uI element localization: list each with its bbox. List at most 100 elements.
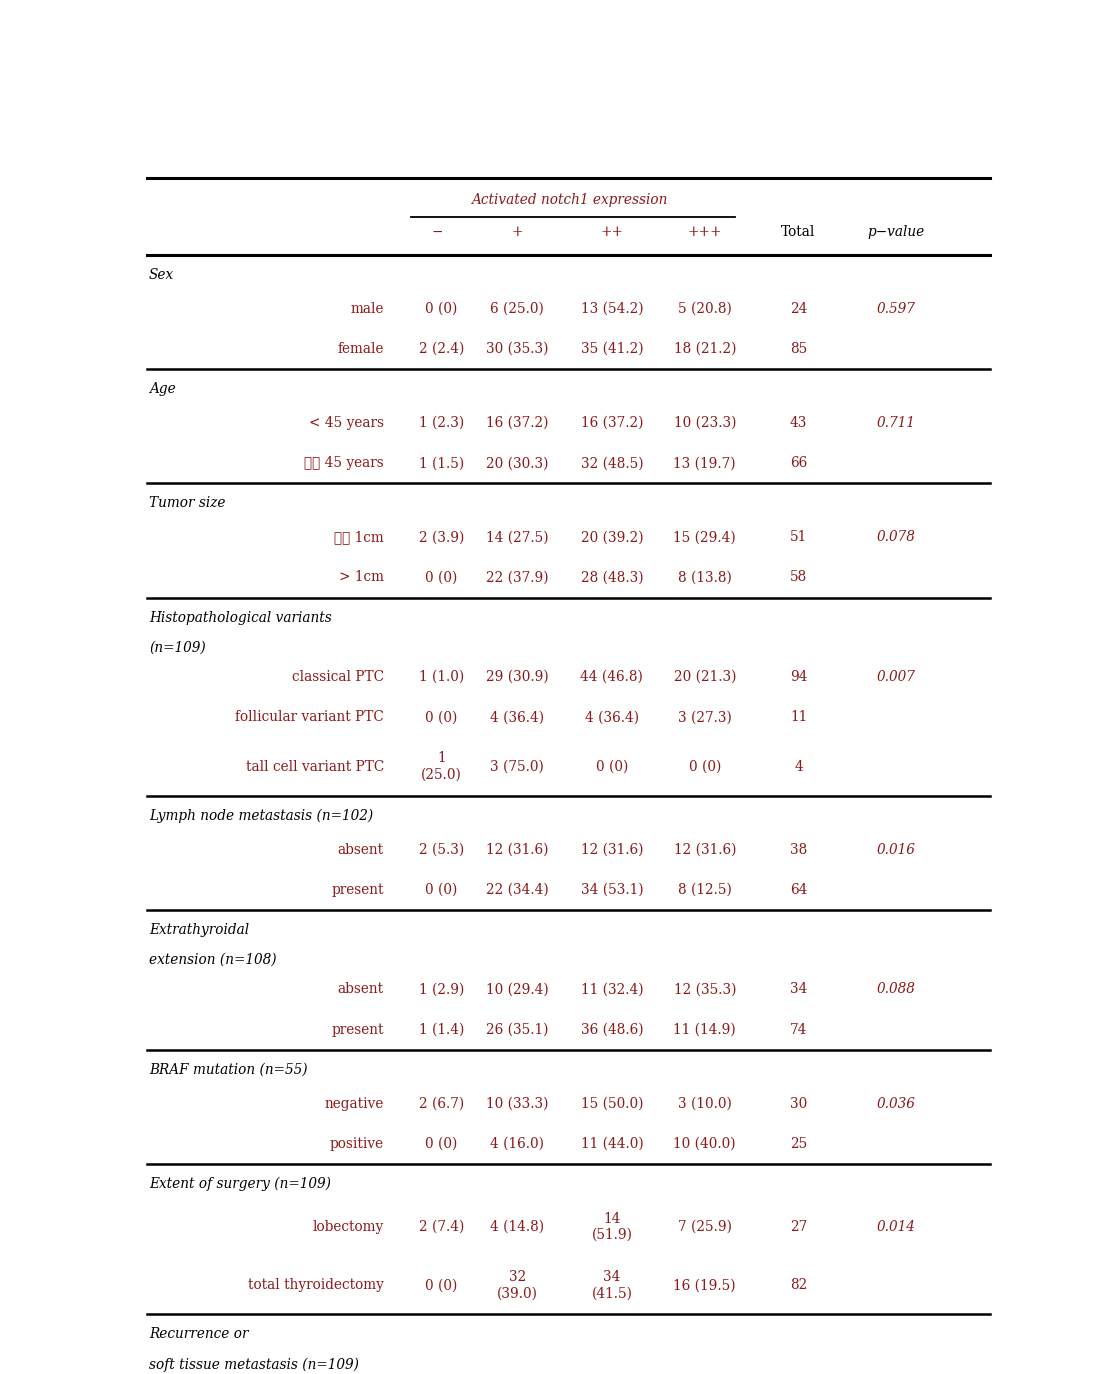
Text: female: female <box>337 342 384 356</box>
Text: 1 (2.9): 1 (2.9) <box>418 982 464 996</box>
Text: 27: 27 <box>790 1220 807 1234</box>
Text: 0.078: 0.078 <box>876 530 916 544</box>
Text: 4 (16.0): 4 (16.0) <box>491 1136 544 1151</box>
Text: 5 (20.8): 5 (20.8) <box>678 302 731 316</box>
Text: Histopathological variants: Histopathological variants <box>149 610 332 625</box>
Text: 24: 24 <box>790 302 807 316</box>
Text: 11 (32.4): 11 (32.4) <box>581 982 643 996</box>
Text: p−value: p−value <box>867 224 925 239</box>
Text: 0.088: 0.088 <box>876 982 916 996</box>
Text: 2 (5.3): 2 (5.3) <box>418 842 464 856</box>
Text: 28 (48.3): 28 (48.3) <box>581 570 643 584</box>
Text: 4 (36.4): 4 (36.4) <box>585 710 639 724</box>
Text: 30 (35.3): 30 (35.3) <box>486 342 548 356</box>
Text: 10 (33.3): 10 (33.3) <box>486 1096 548 1110</box>
Text: 3 (27.3): 3 (27.3) <box>678 710 731 724</box>
Text: 0 (0): 0 (0) <box>688 760 722 774</box>
Text: follicular variant PTC: follicular variant PTC <box>235 710 384 724</box>
Text: +: + <box>512 224 523 239</box>
Text: 1 (1.0): 1 (1.0) <box>418 671 464 684</box>
Text: total thyroidectomy: total thyroidectomy <box>248 1278 384 1292</box>
Text: 12 (31.6): 12 (31.6) <box>486 842 548 856</box>
Text: negative: negative <box>324 1096 384 1110</box>
Text: > 1cm: > 1cm <box>339 570 384 584</box>
Text: Age: Age <box>149 382 175 396</box>
Text: 32 (48.5): 32 (48.5) <box>581 456 643 470</box>
Text: lobectomy: lobectomy <box>313 1220 384 1234</box>
Text: 0 (0): 0 (0) <box>425 883 457 897</box>
Text: 35 (41.2): 35 (41.2) <box>581 342 643 356</box>
Text: 3 (75.0): 3 (75.0) <box>491 760 544 774</box>
Text: 29 (30.9): 29 (30.9) <box>486 671 548 684</box>
Text: 82: 82 <box>790 1278 807 1292</box>
Text: Activated notch1 expression: Activated notch1 expression <box>471 192 667 207</box>
Text: ++: ++ <box>601 224 624 239</box>
Text: 0 (0): 0 (0) <box>596 760 628 774</box>
Text: 0.016: 0.016 <box>876 842 916 856</box>
Text: 12 (31.6): 12 (31.6) <box>581 842 643 856</box>
Text: +++: +++ <box>687 224 722 239</box>
Text: 94: 94 <box>790 671 807 684</box>
Text: 4 (14.8): 4 (14.8) <box>491 1220 544 1234</box>
Text: 15 (50.0): 15 (50.0) <box>581 1096 643 1110</box>
Text: 20 (30.3): 20 (30.3) <box>486 456 548 470</box>
Text: 20 (39.2): 20 (39.2) <box>581 530 643 544</box>
Text: 36 (48.6): 36 (48.6) <box>581 1022 643 1036</box>
Text: 44 (46.8): 44 (46.8) <box>581 671 644 684</box>
Text: tall cell variant PTC: tall cell variant PTC <box>245 760 384 774</box>
Text: 0 (0): 0 (0) <box>425 1278 457 1292</box>
Text: 14
(51.9): 14 (51.9) <box>592 1212 633 1242</box>
Text: 8 (12.5): 8 (12.5) <box>678 883 731 897</box>
Text: 0.036: 0.036 <box>876 1096 916 1110</box>
Text: −: − <box>432 224 443 239</box>
Text: 4: 4 <box>794 760 803 774</box>
Text: 85: 85 <box>790 342 807 356</box>
Text: extension (n=108): extension (n=108) <box>149 954 276 967</box>
Text: 38: 38 <box>790 842 807 856</box>
Text: absent: absent <box>337 842 384 856</box>
Text: 0.014: 0.014 <box>876 1220 916 1234</box>
Text: 3 (10.0): 3 (10.0) <box>678 1096 731 1110</box>
Text: 30: 30 <box>790 1096 807 1110</box>
Text: 4 (36.4): 4 (36.4) <box>491 710 544 724</box>
Text: 16 (19.5): 16 (19.5) <box>674 1278 736 1292</box>
Text: Recurrence or: Recurrence or <box>149 1327 249 1341</box>
Text: 22 (34.4): 22 (34.4) <box>486 883 548 897</box>
Text: 34 (53.1): 34 (53.1) <box>581 883 643 897</box>
Text: Extent of surgery (n=109): Extent of surgery (n=109) <box>149 1178 331 1191</box>
Text: 34
(41.5): 34 (41.5) <box>592 1270 633 1300</box>
Text: 16 (37.2): 16 (37.2) <box>486 416 548 430</box>
Text: 0 (0): 0 (0) <box>425 570 457 584</box>
Text: classical PTC: classical PTC <box>292 671 384 684</box>
Text: 32
(39.0): 32 (39.0) <box>497 1270 537 1300</box>
Text: 13 (19.7): 13 (19.7) <box>674 456 736 470</box>
Text: 10 (23.3): 10 (23.3) <box>674 416 736 430</box>
Text: ≦≦ 1cm: ≦≦ 1cm <box>334 530 384 544</box>
Text: 2 (6.7): 2 (6.7) <box>418 1096 464 1110</box>
Text: 64: 64 <box>790 883 807 897</box>
Text: absent: absent <box>337 982 384 996</box>
Text: Lymph node metastasis (n=102): Lymph node metastasis (n=102) <box>149 808 373 823</box>
Text: present: present <box>332 883 384 897</box>
Text: 20 (21.3): 20 (21.3) <box>674 671 736 684</box>
Text: 13 (54.2): 13 (54.2) <box>581 302 643 316</box>
Text: 12 (35.3): 12 (35.3) <box>674 982 736 996</box>
Text: 1 (2.3): 1 (2.3) <box>418 416 464 430</box>
Text: (n=109): (n=109) <box>149 640 205 655</box>
Text: 43: 43 <box>790 416 807 430</box>
Text: soft tissue metastasis (n=109): soft tissue metastasis (n=109) <box>149 1358 359 1371</box>
Text: Total: Total <box>781 224 816 239</box>
Text: 18 (21.2): 18 (21.2) <box>674 342 736 356</box>
Text: Extrathyroidal: Extrathyroidal <box>149 923 250 937</box>
Text: 34: 34 <box>790 982 807 996</box>
Text: 0 (0): 0 (0) <box>425 1136 457 1151</box>
Text: 0 (0): 0 (0) <box>425 710 457 724</box>
Text: < 45 years: < 45 years <box>309 416 384 430</box>
Text: 7 (25.9): 7 (25.9) <box>678 1220 731 1234</box>
Text: 2 (7.4): 2 (7.4) <box>418 1220 464 1234</box>
Text: 15 (29.4): 15 (29.4) <box>674 530 736 544</box>
Text: 11 (14.9): 11 (14.9) <box>674 1022 736 1036</box>
Text: 14 (27.5): 14 (27.5) <box>486 530 548 544</box>
Text: 0.007: 0.007 <box>876 671 916 684</box>
Text: 10 (29.4): 10 (29.4) <box>486 982 548 996</box>
